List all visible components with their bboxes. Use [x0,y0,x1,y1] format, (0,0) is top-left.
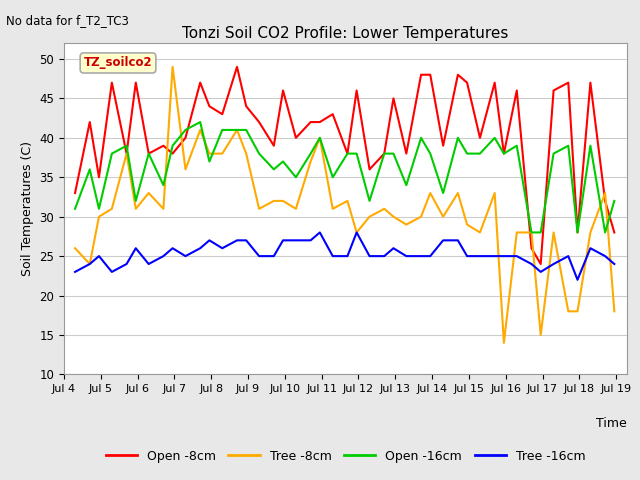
Text: Time: Time [596,418,627,431]
Y-axis label: Soil Temperatures (C): Soil Temperatures (C) [21,141,34,276]
Title: Tonzi Soil CO2 Profile: Lower Temperatures: Tonzi Soil CO2 Profile: Lower Temperatur… [182,25,509,41]
Text: No data for f_T2_TC3: No data for f_T2_TC3 [6,14,129,27]
Legend: Open -8cm, Tree -8cm, Open -16cm, Tree -16cm: Open -8cm, Tree -8cm, Open -16cm, Tree -… [100,444,591,468]
Text: TZ_soilco2: TZ_soilco2 [84,57,152,70]
